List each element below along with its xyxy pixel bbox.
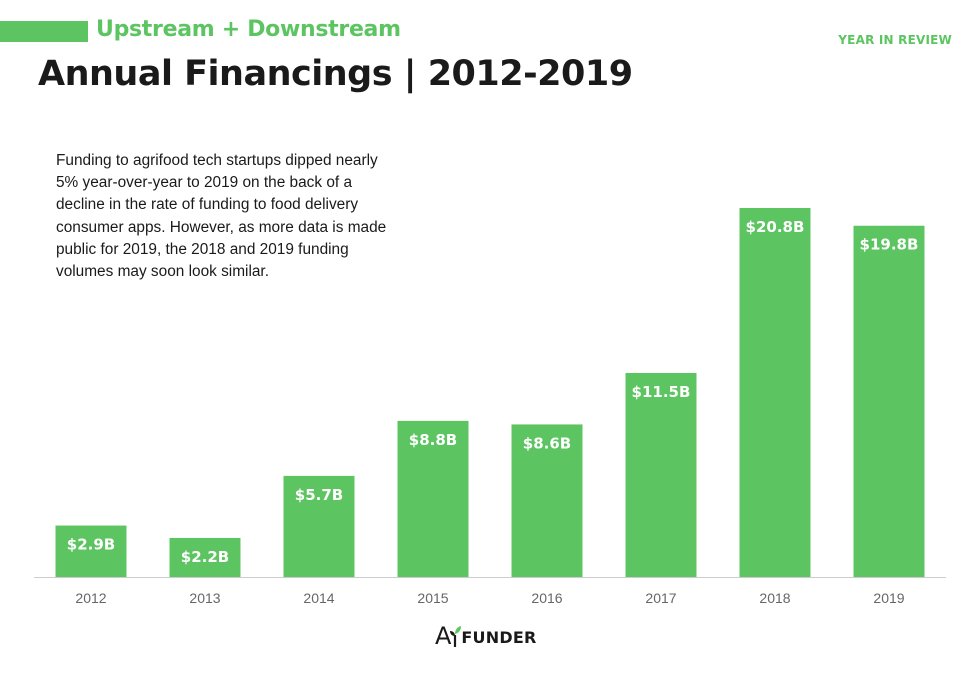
bar-value-label-2016: $8.6B [523, 434, 571, 452]
bar-2014 [283, 475, 355, 577]
x-tick-label-2017: 2017 [645, 590, 676, 606]
bar-2019 [853, 225, 925, 577]
bar-2015 [397, 420, 469, 577]
bar-value-label-2013: $2.2B [181, 548, 229, 566]
sprout-icon [449, 624, 462, 648]
logo-letter-a: A [435, 622, 452, 650]
x-tick-label-2016: 2016 [531, 590, 562, 606]
x-tick-label-2014: 2014 [303, 590, 334, 606]
x-tick-label-2012: 2012 [75, 590, 106, 606]
section-tag: YEAR IN REVIEW [838, 33, 952, 47]
logo-text: FUNDER [461, 628, 537, 647]
x-tick-label-2019: 2019 [873, 590, 904, 606]
bar-value-label-2019: $19.8B [860, 236, 919, 254]
x-tick-label-2013: 2013 [189, 590, 220, 606]
bar-2016 [511, 424, 583, 577]
chart-description: Funding to agrifood tech startups dipped… [56, 152, 387, 281]
x-tick-label-2015: 2015 [417, 590, 448, 606]
bar-value-label-2018: $20.8B [746, 218, 805, 236]
chart-subtitle: Upstream + Downstream [96, 17, 401, 42]
bar-2017 [625, 372, 697, 577]
bar-2012 [55, 525, 127, 577]
x-tick-labels: 2012 2013 2014 2015 2016 2017 2018 2019 [75, 590, 904, 606]
accent-bar [0, 21, 88, 42]
agfunder-logo: A FUNDER [435, 624, 536, 648]
bar-2018 [739, 208, 811, 577]
bar-value-label-2015: $8.8B [409, 431, 457, 449]
x-tick-label-2018: 2018 [759, 590, 790, 606]
bars-group: $2.9B $2.2B $5.7B $8.8B $8.6B $11.5B $20.8B $19… [55, 208, 925, 577]
chart-title: Annual Financings | 2012-2019 [38, 54, 633, 94]
bar-value-label-2014: $5.7B [295, 486, 343, 504]
bar-2013 [169, 537, 241, 577]
bar-value-label-2017: $11.5B [632, 383, 691, 401]
bar-value-label-2012: $2.9B [67, 536, 115, 554]
